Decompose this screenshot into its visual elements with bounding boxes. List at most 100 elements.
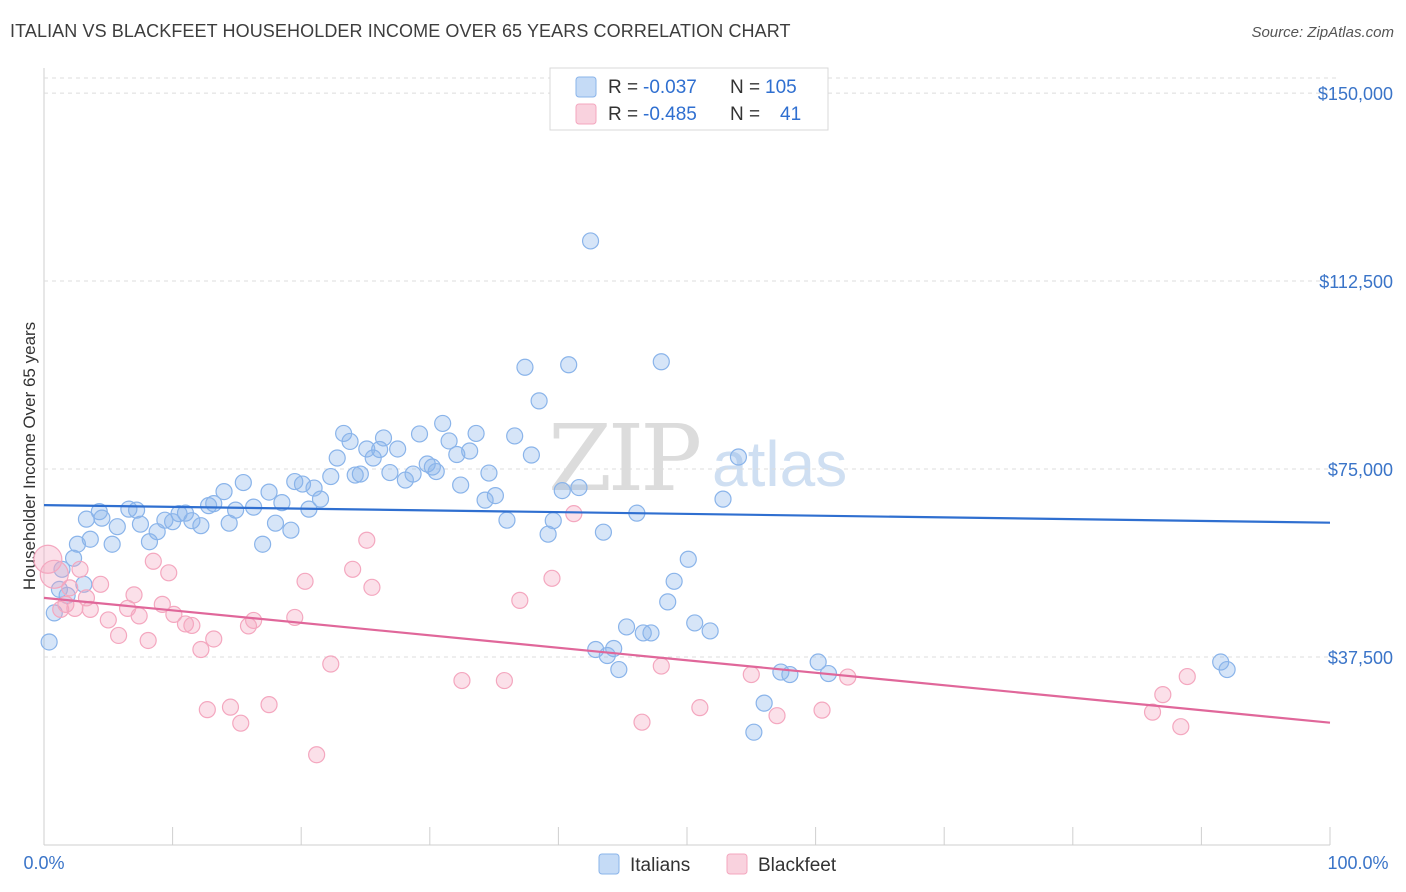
italians-point [553, 481, 571, 500]
italians-point [434, 414, 452, 433]
italians-point [328, 449, 346, 467]
italians-point [594, 523, 613, 541]
italians-point [610, 660, 628, 679]
italians-point [410, 425, 429, 443]
legend-n-label-blackfeet: N = [730, 104, 760, 125]
italians-point [461, 442, 479, 460]
legend-swatch-blackfeet [575, 103, 597, 125]
blackfeet-point [768, 707, 786, 725]
blackfeet-point [543, 569, 561, 587]
blackfeet-point [144, 552, 162, 570]
legend-n-label-italians: N = [730, 77, 760, 98]
y-tick-label-2: $112,500 [1319, 272, 1393, 292]
blackfeet-point [221, 698, 240, 716]
blackfeet-point [633, 713, 651, 731]
italians-point [729, 448, 748, 466]
italians-point [617, 618, 636, 636]
italians-point [486, 487, 504, 505]
blackfeet-point [192, 640, 210, 659]
watermark-atlas: atlas [712, 428, 847, 500]
italians-point [522, 446, 540, 464]
blackfeet-point [125, 586, 143, 604]
bottom-legend: Italians Blackfeet [598, 853, 837, 876]
bottom-legend-swatch-italians [598, 853, 620, 875]
italians-point [440, 432, 458, 450]
italians-point [1218, 660, 1236, 679]
watermark-zip: ZIP [548, 405, 699, 512]
italians-point [364, 449, 382, 467]
italians-point [448, 445, 466, 464]
scatter-points [33, 232, 1236, 764]
italians-point [665, 572, 683, 590]
x-tick-label-max: 100.0% [1327, 853, 1388, 873]
blackfeet-point [1172, 718, 1190, 736]
italians-point [341, 432, 359, 451]
italians-point [215, 482, 233, 501]
italians-point [93, 509, 111, 527]
blackfeet-point [198, 701, 216, 719]
x-tick-label-min: 0.0% [23, 853, 64, 873]
blackfeet-point [1154, 686, 1172, 704]
italians-point [809, 653, 827, 671]
italians-point [686, 614, 704, 632]
italians-point [260, 483, 278, 501]
blackfeet-point [453, 671, 471, 690]
blackfeet-point [308, 746, 326, 764]
italians-point [480, 464, 498, 482]
italians-point [282, 521, 300, 539]
legend-r-label-italians: R = [608, 77, 638, 98]
blackfeet-point [109, 626, 128, 645]
italians-point [755, 694, 773, 712]
italians-point [679, 550, 697, 568]
blackfeet-point [344, 560, 362, 578]
blackfeet-point [495, 671, 513, 690]
italians-trend-line [43, 504, 1331, 524]
italians-point [467, 424, 485, 443]
y-axis-tick-labels: $37,500 $75,000 $112,500 $150,000 [1318, 84, 1393, 668]
x-axis-ticks [43, 827, 1331, 845]
italians-point [659, 593, 677, 611]
italians-point [273, 494, 291, 512]
blackfeet-point [33, 544, 63, 574]
blackfeet-point [205, 630, 223, 648]
blackfeet-point [742, 665, 760, 684]
italians-point [570, 478, 588, 497]
blackfeet-point [1178, 667, 1196, 686]
blackfeet-point [245, 611, 263, 630]
blackfeet-point [652, 657, 670, 675]
legend-r-value-italians: -0.037 [643, 77, 697, 98]
italians-point [311, 490, 330, 508]
legend-n-value-italians: 105 [765, 77, 797, 98]
blackfeet-point [39, 559, 69, 589]
blackfeet-point [139, 631, 157, 650]
italians-point [642, 624, 660, 642]
italians-point [506, 427, 524, 445]
italians-point [476, 491, 494, 509]
blackfeet-point [322, 655, 340, 673]
blackfeet-point [296, 572, 314, 590]
italians-point [581, 232, 600, 250]
y-tick-label-3: $150,000 [1318, 84, 1393, 104]
legend-n-value-blackfeet: 41 [780, 104, 801, 125]
italians-point [254, 535, 272, 553]
italians-point [227, 501, 245, 519]
chart-title: ITALIAN VS BLACKFEET HOUSEHOLDER INCOME … [10, 21, 791, 41]
y-tick-label-0: $37,500 [1328, 648, 1393, 668]
italians-point [103, 535, 121, 553]
italians-point [560, 356, 578, 374]
blackfeet-point [71, 560, 89, 578]
italians-point [714, 490, 732, 508]
blackfeet-point [52, 600, 70, 618]
legend-r-value-blackfeet: -0.485 [643, 104, 697, 125]
italians-point [701, 622, 719, 640]
blackfeet-point [260, 696, 278, 714]
legend-r-label-blackfeet: R = [608, 104, 638, 125]
trend-lines [43, 504, 1331, 724]
blackfeet-point [130, 607, 148, 625]
blackfeet-point [160, 564, 178, 582]
italians-point [381, 463, 399, 482]
blackfeet-point [183, 616, 201, 635]
blackfeet-point [61, 579, 79, 597]
blackfeet-point [99, 611, 117, 629]
